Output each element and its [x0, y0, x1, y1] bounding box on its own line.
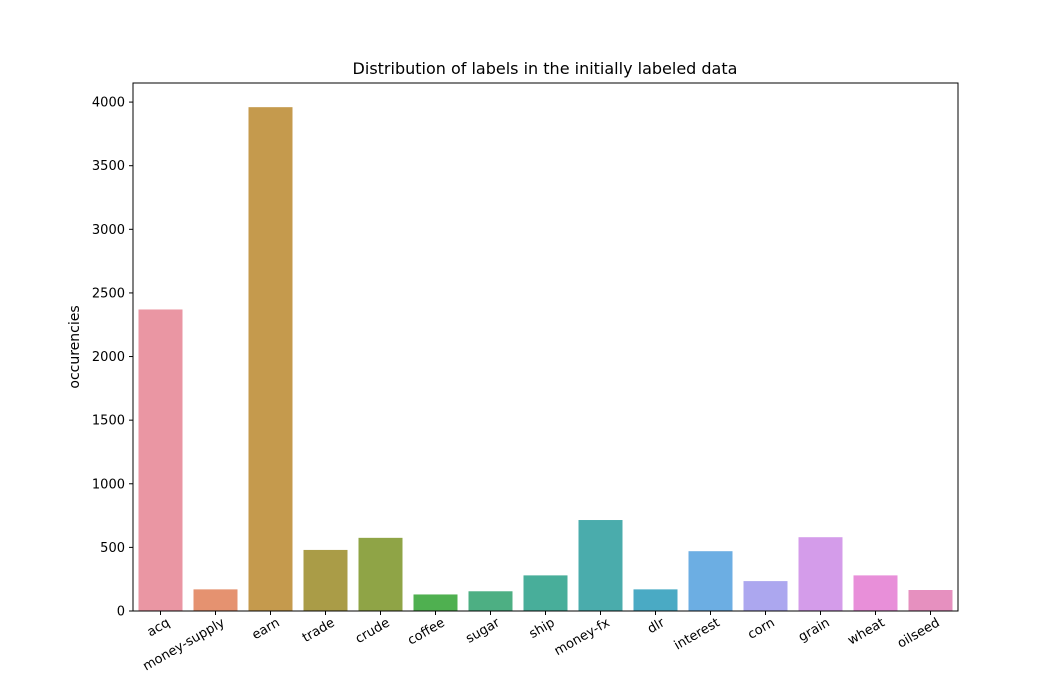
- y-tick-label: 1000: [92, 477, 125, 492]
- x-tick-label-oilseed: oilseed: [895, 615, 943, 651]
- y-axis-title: occurencies: [67, 305, 83, 388]
- bar-corn: [743, 581, 788, 611]
- bar-coffee: [413, 594, 458, 611]
- bar-crude: [358, 537, 403, 611]
- x-tick-label-corn: corn: [745, 615, 777, 642]
- bar-ship: [523, 575, 568, 611]
- bar-sugar: [468, 591, 513, 611]
- bar-grain: [798, 537, 843, 611]
- y-tick-label: 1500: [92, 414, 125, 429]
- plot-area: 0 500 1000 1500 2000 2500 3000 3500 4000 acq money…: [92, 96, 953, 674]
- y-tick-label: 2500: [92, 286, 125, 301]
- chart-title: Distribution of labels in the initially …: [353, 59, 738, 78]
- bar-oilseed: [908, 590, 953, 611]
- x-tick-label-dlr: dlr: [645, 615, 668, 637]
- bar-money-fx: [578, 520, 623, 611]
- bar-earn: [248, 107, 293, 612]
- x-tick-label-money-fx: money-fx: [552, 615, 613, 659]
- bar-dlr: [633, 589, 678, 611]
- y-tick-label: 3500: [92, 159, 125, 174]
- y-tick-label: 3000: [92, 223, 125, 238]
- y-tick-label: 2000: [92, 350, 125, 365]
- x-tick-label-acq: acq: [145, 615, 173, 640]
- bar-interest: [688, 551, 733, 611]
- bar-money-supply: [193, 589, 238, 611]
- plot-frame: [132, 82, 959, 612]
- x-tick-label-earn: earn: [250, 615, 283, 643]
- x-tick-label-trade: trade: [300, 615, 338, 645]
- bar-acq: [138, 309, 183, 611]
- x-tick-label-wheat: wheat: [845, 615, 887, 648]
- bar-trade: [303, 549, 348, 611]
- x-tick-label-coffee: coffee: [405, 615, 447, 648]
- y-tick-label: 4000: [92, 96, 125, 111]
- x-tick-label-ship: ship: [527, 615, 558, 641]
- y-tick-label: 0: [117, 605, 125, 620]
- bar-wheat: [853, 575, 898, 611]
- x-tick-label-interest: interest: [672, 615, 723, 653]
- x-tick-label-grain: grain: [796, 615, 832, 645]
- x-tick-label-crude: crude: [353, 615, 393, 646]
- y-tick-label: 500: [100, 541, 125, 556]
- x-tick-label-sugar: sugar: [463, 615, 503, 647]
